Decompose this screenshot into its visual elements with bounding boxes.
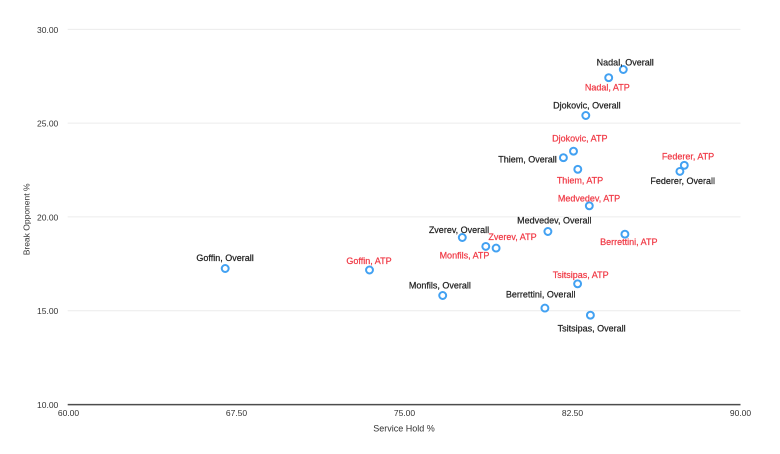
svg-text:90.00: 90.00 xyxy=(730,408,752,418)
svg-text:Djokovic, ATP: Djokovic, ATP xyxy=(552,134,607,144)
svg-text:15.00: 15.00 xyxy=(37,306,59,316)
svg-text:82.50: 82.50 xyxy=(562,408,584,418)
svg-text:Zverev, ATP: Zverev, ATP xyxy=(488,232,536,242)
svg-text:Medvedev, ATP: Medvedev, ATP xyxy=(558,194,620,204)
svg-text:Monfils, ATP: Monfils, ATP xyxy=(440,251,490,261)
svg-text:Zverev, Overall: Zverev, Overall xyxy=(429,225,489,235)
svg-text:Berrettini, Overall: Berrettini, Overall xyxy=(506,290,576,300)
svg-text:Thiem, ATP: Thiem, ATP xyxy=(557,176,603,186)
svg-text:75.00: 75.00 xyxy=(394,408,416,418)
svg-text:Thiem, Overall: Thiem, Overall xyxy=(498,154,557,164)
svg-text:Nadal, Overall: Nadal, Overall xyxy=(597,58,654,68)
svg-text:Nadal, ATP: Nadal, ATP xyxy=(585,82,630,92)
svg-text:20.00: 20.00 xyxy=(37,212,59,222)
svg-text:Tsitsipas, Overall: Tsitsipas, Overall xyxy=(558,324,626,334)
svg-text:Service Hold %: Service Hold % xyxy=(373,423,435,433)
svg-text:60.00: 60.00 xyxy=(58,408,80,418)
svg-text:30.00: 30.00 xyxy=(37,25,59,35)
svg-text:Medvedev, Overall: Medvedev, Overall xyxy=(517,216,591,226)
svg-text:Djokovic, Overall: Djokovic, Overall xyxy=(553,100,621,110)
svg-text:Berrettini, ATP: Berrettini, ATP xyxy=(600,237,657,247)
svg-text:25.00: 25.00 xyxy=(37,119,59,129)
svg-text:Federer, Overall: Federer, Overall xyxy=(650,176,715,186)
svg-text:Monfils, Overall: Monfils, Overall xyxy=(409,281,471,291)
svg-text:Goffin, ATP: Goffin, ATP xyxy=(346,256,391,266)
svg-text:10.00: 10.00 xyxy=(37,400,59,410)
svg-text:Break Opponent %: Break Opponent % xyxy=(22,183,32,255)
svg-text:Goffin, Overall: Goffin, Overall xyxy=(196,253,253,263)
svg-text:Tsitsipas, ATP: Tsitsipas, ATP xyxy=(553,270,609,280)
svg-text:Federer, ATP: Federer, ATP xyxy=(662,151,714,161)
svg-text:67.50: 67.50 xyxy=(226,408,248,418)
